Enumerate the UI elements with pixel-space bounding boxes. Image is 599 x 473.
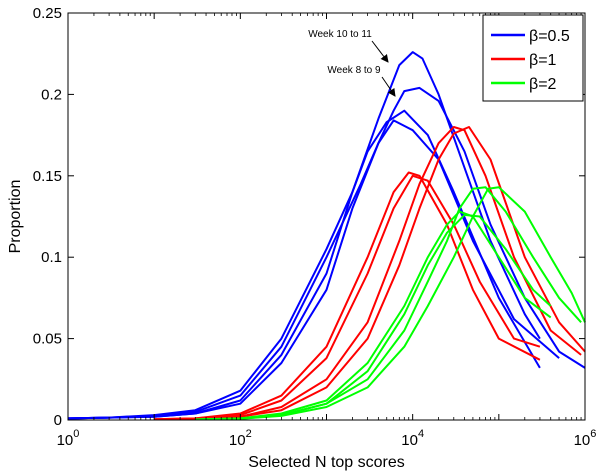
- series-line: [195, 126, 582, 420]
- series-layer: [67, 51, 586, 421]
- series-line: [67, 119, 560, 420]
- x-tick-label: 102: [229, 428, 252, 449]
- annotation-label: Week 10 to 11: [308, 29, 372, 40]
- y-tick-label: 0.25: [33, 5, 62, 22]
- x-tick-label: 104: [401, 428, 424, 449]
- y-tick-label: 0: [54, 412, 62, 429]
- y-tick-label: 0.2: [41, 86, 62, 103]
- series-line: [195, 126, 586, 420]
- axes-layer: 100 102 104 106 0 0.05 0.1 0.15 0.2 0.25: [33, 5, 597, 449]
- y-axis-label: Proportion: [7, 180, 24, 254]
- series-line: [195, 210, 552, 421]
- series-line: [67, 86, 586, 420]
- legend-label: β=1: [529, 52, 557, 69]
- y-tick-label: 0.1: [41, 249, 62, 266]
- annotation-arrow: [371, 40, 389, 63]
- x-tick-label: 106: [574, 428, 597, 449]
- legend-label: β=2: [529, 76, 557, 93]
- x-axis-label: Selected N top scores: [248, 454, 405, 471]
- series-line: [154, 171, 541, 421]
- legend-label: β=0.5: [529, 28, 570, 45]
- series-line: [195, 186, 586, 421]
- annotation-layer: Week 10 to 11 Week 8 to 9: [308, 29, 396, 97]
- legend: β=0.5 β=1 β=2: [482, 14, 584, 102]
- annotation-label: Week 8 to 9: [327, 65, 381, 76]
- annotation-arrow: [381, 76, 396, 97]
- y-tick-label: 0.15: [33, 168, 62, 185]
- y-tick-label: 0.05: [33, 331, 62, 348]
- series-line: [195, 186, 582, 421]
- x-tick-label: 100: [57, 428, 80, 449]
